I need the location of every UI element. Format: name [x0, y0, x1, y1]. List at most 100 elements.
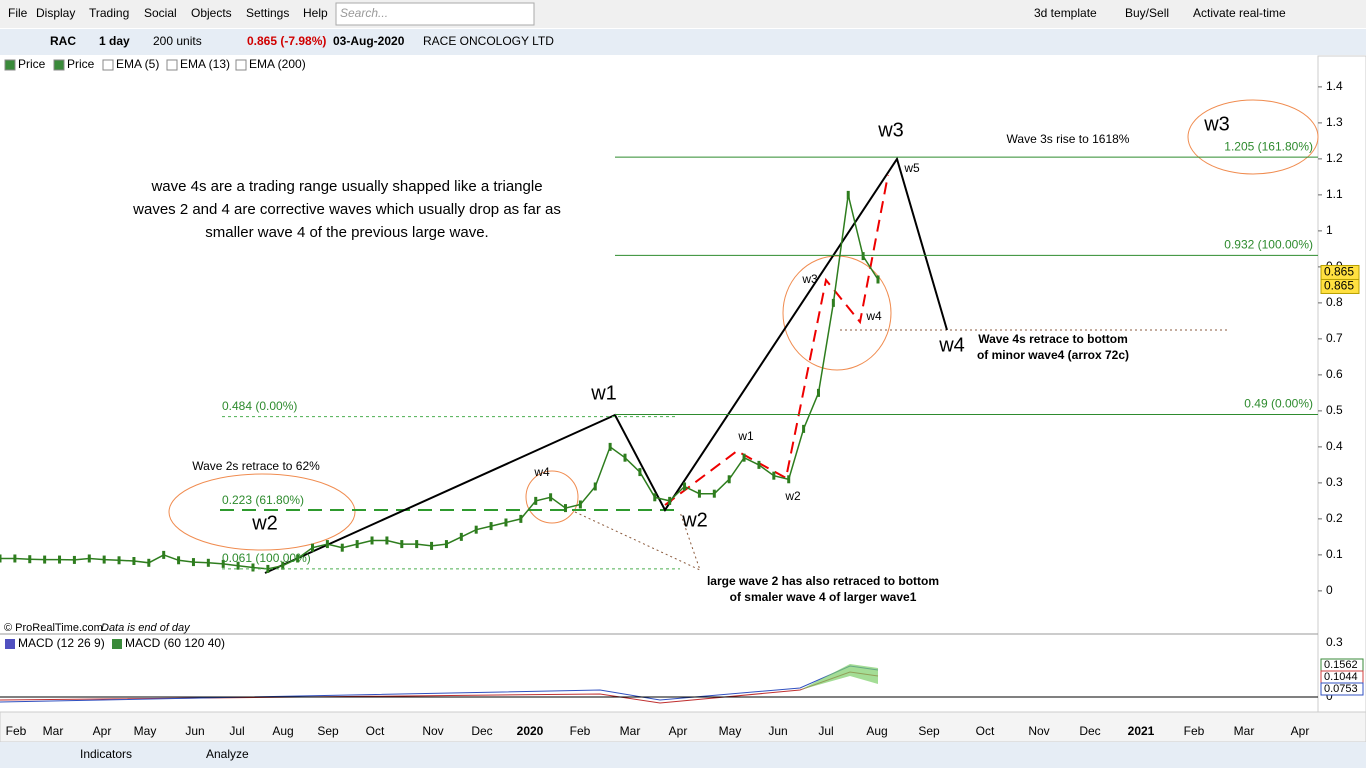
- legend-swatch: [166, 59, 178, 71]
- candle: [876, 275, 880, 284]
- annotation: of minor wave4 (arrox 72c): [977, 348, 1129, 362]
- time-axis: [0, 711, 1366, 743]
- menu-button: 3d template: [1034, 6, 1097, 20]
- candle: [147, 558, 151, 567]
- x-tick-label: Sep: [918, 724, 940, 738]
- search-box[interactable]: [335, 2, 535, 26]
- candle: [683, 482, 687, 491]
- level-label: 0.932 (100.00%): [1224, 238, 1313, 252]
- candle: [385, 536, 389, 545]
- candle: [117, 556, 121, 565]
- candle: [727, 475, 731, 484]
- x-tick-label: Jun: [768, 724, 787, 738]
- y-tick-label: 1: [1326, 223, 1333, 237]
- x-tick-label: Oct: [366, 724, 385, 738]
- units: 200 units: [153, 34, 202, 48]
- candle: [816, 388, 820, 397]
- candle: [459, 532, 463, 541]
- x-tick-label: Nov: [422, 724, 443, 738]
- x-tick-label: Mar: [620, 724, 641, 738]
- x-tick-label: Aug: [866, 724, 887, 738]
- ellipse: [1187, 99, 1319, 175]
- y-tick-label: 0.5: [1326, 403, 1343, 417]
- candle: [311, 543, 315, 552]
- date: 03-Aug-2020: [333, 34, 405, 48]
- candle: [534, 496, 538, 505]
- candle: [578, 500, 582, 509]
- candle: [623, 453, 627, 462]
- price-tag-label: 0.865: [1324, 265, 1354, 279]
- legend-row: [0, 56, 1366, 76]
- note-line: waves 2 and 4 are corrective waves which…: [132, 201, 561, 218]
- y-tick-label: 0.6: [1326, 367, 1343, 381]
- candle: [430, 541, 434, 550]
- candle: [415, 540, 419, 549]
- x-tick-label: Jul: [229, 724, 244, 738]
- candle: [757, 460, 761, 469]
- wave-line: [664, 174, 889, 506]
- bottom-toolbar: [0, 742, 1366, 768]
- note-line: wave 4s are a trading range usually shap…: [150, 178, 542, 195]
- level-label: 0.484 (0.00%): [222, 399, 297, 413]
- candle: [132, 557, 136, 565]
- annotation: w2: [681, 509, 708, 531]
- candle: [72, 555, 76, 564]
- candle: [608, 442, 612, 451]
- candle: [697, 489, 701, 498]
- candle: [653, 493, 657, 502]
- ellipse: [525, 470, 579, 524]
- candle: [28, 555, 32, 564]
- level-label: 1.205 (161.80%): [1224, 139, 1313, 153]
- name: RACE ONCOLOGY LTD: [423, 34, 554, 48]
- annotation: large wave 2 has also retraced to bottom: [707, 574, 939, 588]
- candle: [444, 540, 448, 549]
- candle: [519, 514, 523, 523]
- candle: [668, 496, 672, 505]
- candle: [87, 554, 91, 563]
- candle: [340, 543, 344, 552]
- ellipse: [168, 473, 356, 551]
- candle: [638, 468, 642, 477]
- bottom-button: Analyze: [206, 747, 249, 761]
- candle: [563, 504, 567, 513]
- x-tick-label: Jul: [818, 724, 833, 738]
- legend-item: Price: [67, 57, 95, 71]
- menu-bar: [0, 0, 1366, 28]
- legend-swatch: [53, 59, 65, 71]
- annotation: w4: [533, 465, 550, 479]
- y-tick-label: 0.8: [1326, 295, 1343, 309]
- price-tag-label: 0.865: [1324, 279, 1354, 293]
- candle: [831, 298, 835, 307]
- search-placeholder: Search...: [340, 6, 388, 20]
- x-tick-label: Aug: [272, 724, 293, 738]
- y-tick-label: 1.1: [1326, 187, 1343, 201]
- annotation: w4: [865, 309, 882, 323]
- y-tick-label: 0.2: [1326, 511, 1343, 525]
- annotation: w3: [801, 272, 818, 286]
- y-tick-label: 0.7: [1326, 331, 1343, 345]
- macd-tick: 0.3: [1326, 635, 1343, 649]
- macd-swatch: [5, 639, 15, 649]
- legend-item: Price: [18, 57, 46, 71]
- y-tick-label: 0.4: [1326, 439, 1343, 453]
- annotation: w2: [784, 489, 801, 503]
- y-tick-label: 1.3: [1326, 115, 1343, 129]
- candle: [400, 540, 404, 549]
- annotation: w3: [1203, 113, 1230, 135]
- symbol: RAC: [50, 34, 76, 48]
- candle: [355, 540, 359, 549]
- legend-item: EMA (200): [249, 57, 306, 71]
- candle: [504, 518, 508, 527]
- candle: [296, 554, 300, 563]
- toolbar: [0, 29, 1366, 55]
- price-tag: [1320, 278, 1360, 294]
- annotation: w4: [938, 334, 965, 356]
- candle: [102, 555, 106, 564]
- x-tick-label: Jun: [185, 724, 204, 738]
- candle: [861, 252, 865, 261]
- x-tick-label: May: [134, 724, 157, 738]
- annotation: w3: [877, 119, 904, 141]
- bottom-button: Indicators: [80, 747, 132, 761]
- x-tick-label: Apr: [669, 724, 688, 738]
- macd-legend: MACD (12 26 9): [18, 636, 105, 650]
